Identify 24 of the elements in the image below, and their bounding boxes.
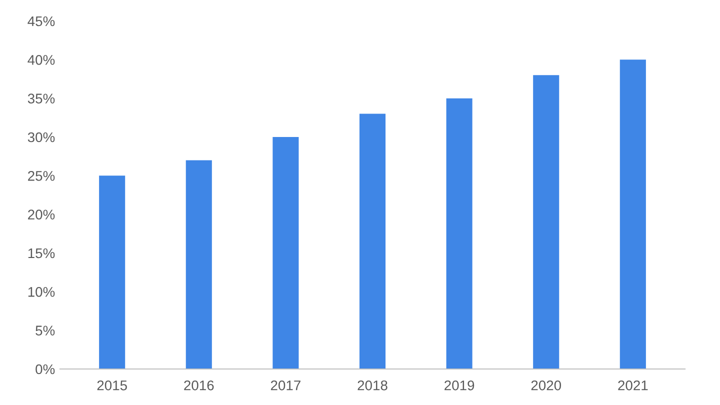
bar <box>359 114 386 369</box>
y-tick-label: 25% <box>28 171 55 181</box>
bar <box>272 137 299 369</box>
x-tick-label: 2018 <box>358 380 388 390</box>
y-tick-label: 10% <box>28 287 55 297</box>
y-tick-label: 45% <box>28 16 55 26</box>
y-tick-label: 30% <box>28 132 55 142</box>
x-tick-label: 2015 <box>97 380 127 390</box>
x-tick-label: 2021 <box>618 380 648 390</box>
y-tick-label: 40% <box>28 55 55 65</box>
x-tick-label: 2016 <box>184 380 214 390</box>
bar <box>533 75 560 369</box>
x-tick-label: 2019 <box>444 380 474 390</box>
y-tick-label: 35% <box>28 94 55 104</box>
x-tick-label: 2020 <box>531 380 562 390</box>
y-tick-label: 20% <box>28 210 55 220</box>
bar <box>620 60 646 369</box>
y-tick-label: 0% <box>36 364 55 374</box>
x-tick-label: 2017 <box>270 380 300 390</box>
y-tick-label: 15% <box>28 248 55 258</box>
bar <box>186 160 212 369</box>
y-tick-label: 5% <box>36 326 55 336</box>
bar <box>99 176 126 369</box>
bar <box>446 98 472 369</box>
